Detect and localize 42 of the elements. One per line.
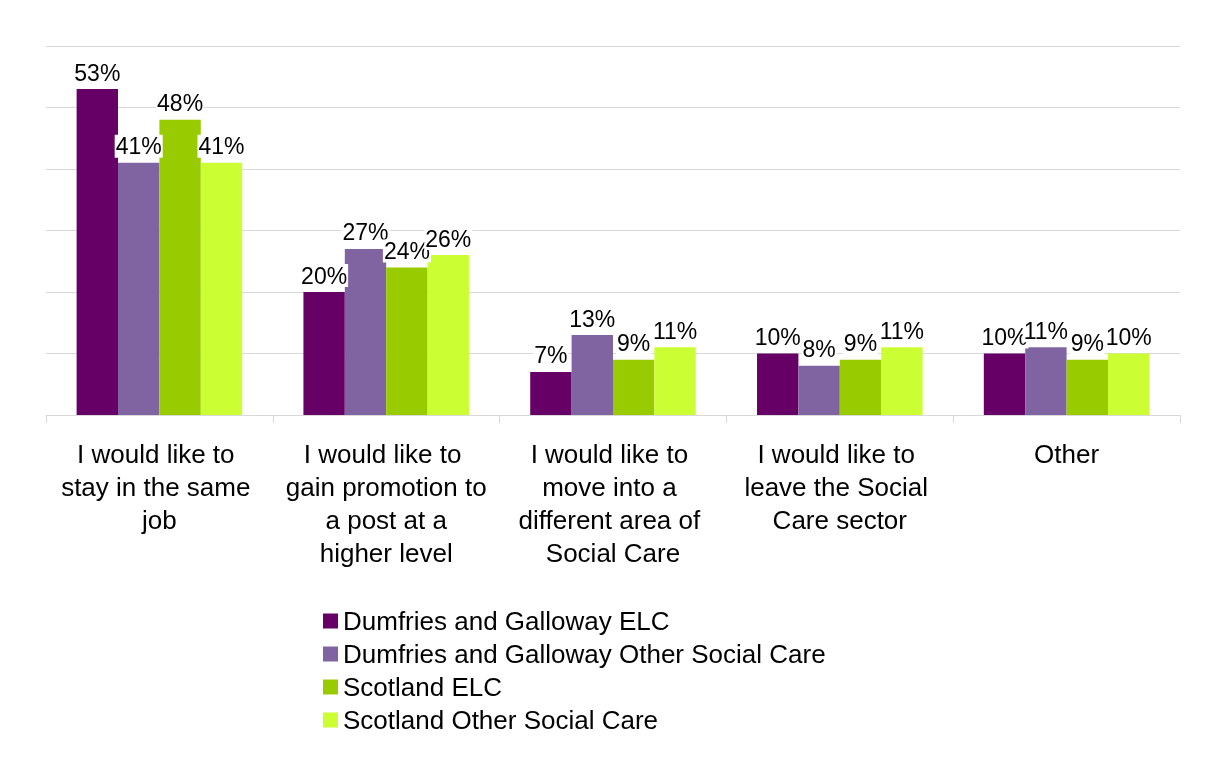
- bar: [303, 292, 345, 415]
- legend-label: Dumfries and Galloway Other Social Care: [343, 639, 826, 669]
- data-label: 9%: [843, 330, 878, 357]
- bar: [654, 347, 696, 415]
- data-label: 11%: [879, 317, 925, 344]
- bar: [386, 267, 428, 415]
- data-label: 41%: [198, 133, 245, 160]
- data-label: 9%: [617, 330, 651, 357]
- data-label: 7%: [534, 342, 568, 369]
- bar: [757, 353, 799, 415]
- data-label: 11%: [652, 317, 698, 344]
- x-tick-label: I would like to stay in the same job: [61, 438, 258, 535]
- bar: [571, 335, 613, 415]
- data-label: 10%: [1105, 324, 1152, 350]
- x-tick-label: I would like to move into a different area of Social Care: [518, 438, 708, 568]
- bar: [159, 119, 201, 415]
- legend-label: Scotland Other Social Care: [343, 705, 659, 735]
- data-label: 10%: [754, 324, 801, 350]
- bar: [530, 371, 572, 415]
- bar: [427, 255, 469, 415]
- legend-label: Dumfries and Galloway ELC: [343, 606, 670, 636]
- data-label: 9%: [1070, 330, 1104, 357]
- bar: [839, 359, 882, 415]
- bar: [881, 347, 923, 415]
- bar: [798, 365, 840, 415]
- data-label: 53%: [74, 59, 121, 86]
- x-tick-label: Other: [1034, 438, 1100, 469]
- bar: [200, 162, 243, 415]
- data-label: 48%: [157, 90, 204, 117]
- legend-label: Scotland ELC: [343, 672, 502, 702]
- data-label: 20%: [301, 262, 348, 289]
- bar: [1025, 347, 1067, 415]
- x-tick-label: I would like to leave the Social Care sector: [744, 438, 936, 535]
- bar: [983, 353, 1026, 415]
- bar: [118, 162, 160, 415]
- bar: [1107, 353, 1150, 415]
- bar: [1066, 359, 1108, 415]
- data-label: 13%: [569, 305, 616, 332]
- x-tick-label: I would like to gain promotion to a post at a higher level: [285, 438, 487, 568]
- data-label: 41%: [115, 133, 162, 160]
- bar: [613, 359, 655, 415]
- data-label: 8%: [802, 336, 836, 363]
